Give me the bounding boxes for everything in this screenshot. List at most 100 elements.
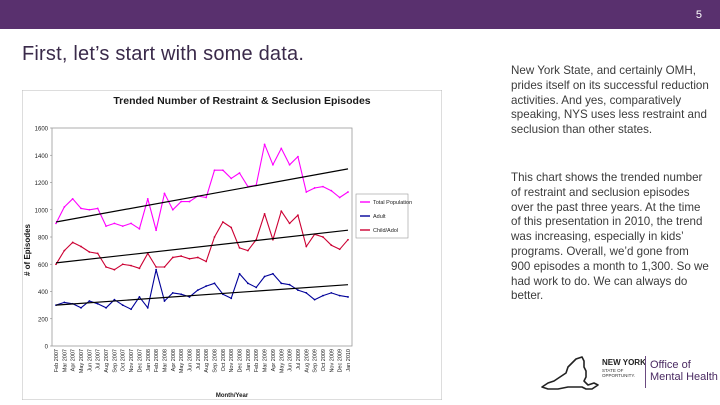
data-point: [196, 256, 199, 259]
x-tick-label: Jul 2007: [96, 349, 102, 370]
x-tick-label: Oct 2008: [221, 349, 227, 371]
data-point: [180, 200, 183, 203]
episodes-chart: Trended Number of Restraint & Seclusion …: [22, 90, 442, 400]
data-point: [288, 163, 291, 166]
y-tick-label: 400: [38, 290, 49, 296]
data-point: [238, 247, 241, 249]
data-point: [280, 210, 283, 213]
data-point: [113, 222, 116, 225]
data-point: [163, 192, 166, 195]
legend-label: Total Population: [373, 200, 412, 206]
data-point: [272, 272, 274, 275]
logo-divider: [645, 356, 646, 388]
y-tick-label: 1600: [35, 127, 49, 133]
x-tick-label: Jul 2009: [296, 349, 302, 370]
data-point: [163, 300, 166, 302]
y-tick-label: 800: [38, 236, 49, 242]
data-point: [330, 244, 333, 247]
data-point: [88, 208, 91, 211]
series-line-child-adol: [55, 210, 349, 271]
chart-title: Trended Number of Restraint & Seclusion …: [113, 95, 370, 107]
data-point: [297, 289, 299, 292]
y-tick-label: 0: [45, 345, 49, 351]
x-tick-label: Mar 2007: [62, 349, 68, 372]
x-tick-label: Feb 2008: [154, 349, 160, 372]
data-point: [230, 226, 233, 229]
x-tick-label: Aug 2009: [304, 349, 310, 373]
new-york-state-map-icon: [541, 356, 599, 390]
data-point: [230, 177, 233, 180]
data-point: [55, 222, 57, 225]
x-tick-label: Jun 2008: [187, 349, 193, 372]
data-point: [180, 255, 183, 257]
data-point: [230, 297, 233, 300]
x-tick-label: Jan 2008: [146, 349, 152, 372]
trend-line: [55, 284, 349, 306]
data-point: [88, 251, 91, 253]
data-point: [213, 282, 216, 285]
data-point: [347, 191, 349, 193]
data-point: [205, 285, 208, 287]
data-point: [313, 298, 316, 301]
chart-y-axis-label: # of Episodes: [23, 223, 32, 276]
data-point: [272, 163, 274, 166]
data-point: [80, 306, 82, 309]
data-point: [146, 306, 149, 309]
x-tick-label: Nov 2009: [329, 349, 335, 373]
data-point: [330, 189, 333, 192]
data-point: [155, 229, 158, 232]
data-point: [138, 227, 141, 230]
x-tick-label: Feb 2009: [254, 349, 260, 372]
data-point: [96, 302, 99, 305]
x-tick-label: May 2009: [279, 349, 285, 373]
x-tick-label: May 2007: [79, 349, 85, 373]
x-tick-label: Jun 2007: [87, 349, 93, 372]
data-point: [105, 306, 107, 309]
data-point: [205, 260, 208, 263]
logo-state-tagline: STATE OF OPPORTUNITY.: [602, 368, 636, 378]
data-point: [113, 298, 116, 301]
x-tick-label: Apr 2007: [71, 349, 77, 371]
x-tick-label: Dec 2007: [137, 349, 143, 373]
data-point: [263, 212, 266, 215]
x-tick-label: Sep 2008: [213, 349, 219, 373]
data-point: [238, 172, 241, 174]
data-point: [188, 296, 191, 298]
data-point: [238, 272, 241, 275]
x-tick-label: Jan 2009: [246, 349, 252, 372]
x-tick-label: Aug 2008: [204, 349, 210, 373]
data-point: [155, 268, 158, 271]
data-point: [246, 249, 249, 252]
slide-title: First, let’s start with some data.: [22, 43, 305, 65]
data-point: [221, 221, 224, 223]
chart-x-axis-label: Month/Year: [216, 393, 249, 399]
logo-state-name: NEW YORK: [602, 358, 646, 367]
data-point: [130, 308, 132, 311]
data-point: [338, 294, 341, 297]
data-point: [255, 286, 258, 289]
data-point: [155, 266, 158, 268]
data-point: [213, 169, 216, 172]
data-point: [96, 207, 99, 210]
x-tick-label: Oct 2007: [121, 349, 127, 371]
y-tick-label: 200: [38, 317, 49, 323]
data-point: [55, 263, 57, 266]
legend-label: Child/Adol: [373, 228, 398, 234]
data-point: [305, 245, 308, 248]
x-tick-label: Apr 2009: [271, 349, 277, 371]
data-point: [121, 225, 124, 228]
data-point: [80, 207, 82, 210]
data-point: [188, 257, 191, 260]
trend-line: [55, 168, 349, 223]
x-tick-label: Jan 2010: [346, 349, 352, 372]
x-tick-label: Jul 2008: [196, 349, 202, 370]
data-point: [305, 191, 308, 193]
x-tick-label: Nov 2007: [129, 349, 135, 373]
data-point: [138, 296, 141, 298]
data-point: [322, 294, 324, 297]
data-point: [322, 185, 324, 188]
data-point: [71, 241, 74, 244]
data-point: [205, 196, 208, 199]
x-tick-label: Apr 2008: [171, 349, 177, 371]
data-point: [113, 268, 116, 271]
